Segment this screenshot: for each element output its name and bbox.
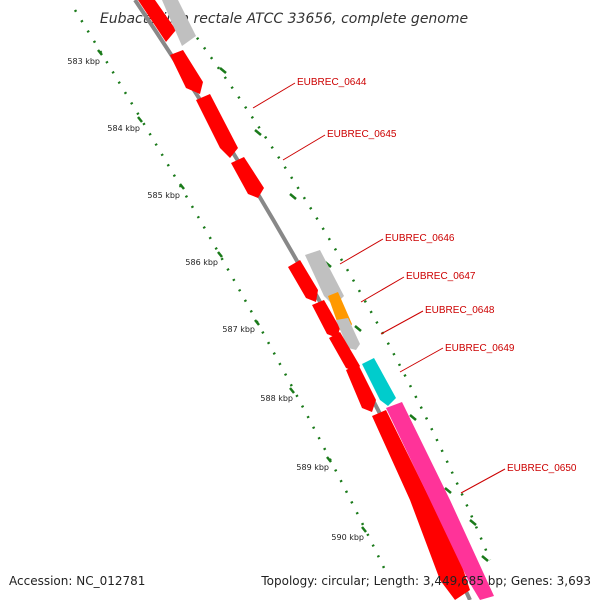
ruler-label-589: 589 kbp bbox=[296, 463, 329, 472]
gene-label-0647: EUBREC_0647 bbox=[406, 271, 476, 282]
accession-text: Accession: NC_012781 bbox=[9, 574, 145, 588]
gene-EUBREC_0645b[interactable] bbox=[231, 157, 264, 198]
gene-label-0644: EUBREC_0644 bbox=[297, 77, 367, 88]
gene-forward-mid-2[interactable] bbox=[312, 300, 340, 338]
genome-summary: Topology: circular; Length: 3,449,685 bp… bbox=[260, 574, 591, 588]
gene-EUBREC_0644[interactable] bbox=[170, 50, 203, 94]
gene-reverse-0643b[interactable] bbox=[162, 0, 196, 46]
ruler-label-588: 588 kbp bbox=[260, 394, 293, 403]
ruler-label-587: 587 kbp bbox=[222, 325, 255, 334]
gene-EUBREC_0645[interactable] bbox=[196, 94, 238, 158]
ruler-label-585: 585 kbp bbox=[147, 191, 180, 200]
gene-forward-0643[interactable] bbox=[138, 0, 176, 42]
gene-EUBREC_0649[interactable] bbox=[362, 358, 396, 406]
gene-label-0648: EUBREC_0648 bbox=[425, 305, 495, 316]
ruler-label-586: 586 kbp bbox=[185, 258, 218, 267]
inner-ruler-track bbox=[73, 9, 387, 571]
map-title: Eubacterium rectale ATCC 33656, complete… bbox=[100, 11, 468, 27]
ruler-label-584: 584 kbp bbox=[107, 124, 140, 133]
gene-forward-mid-3[interactable] bbox=[329, 332, 360, 372]
gene-label-0646: EUBREC_0646 bbox=[385, 233, 455, 244]
gene-label-0649: EUBREC_0649 bbox=[445, 343, 515, 354]
gene-EUBREC_0650[interactable] bbox=[386, 402, 494, 600]
gene-EUBREC_0648[interactable] bbox=[336, 318, 360, 350]
gene-forward-long[interactable] bbox=[372, 410, 470, 600]
gene-forward-mid-1[interactable] bbox=[288, 260, 318, 302]
gene-reverse-mid-1[interactable] bbox=[305, 250, 344, 306]
ruler-label-590: 590 kbp bbox=[331, 533, 364, 542]
ruler-label-583: 583 kbp bbox=[67, 57, 100, 66]
gene-callouts bbox=[252, 82, 506, 494]
gene-label-0645: EUBREC_0645 bbox=[327, 129, 397, 140]
gene-forward-mid-4[interactable] bbox=[346, 364, 376, 412]
gene-label-0650: EUBREC_0650 bbox=[507, 463, 577, 474]
